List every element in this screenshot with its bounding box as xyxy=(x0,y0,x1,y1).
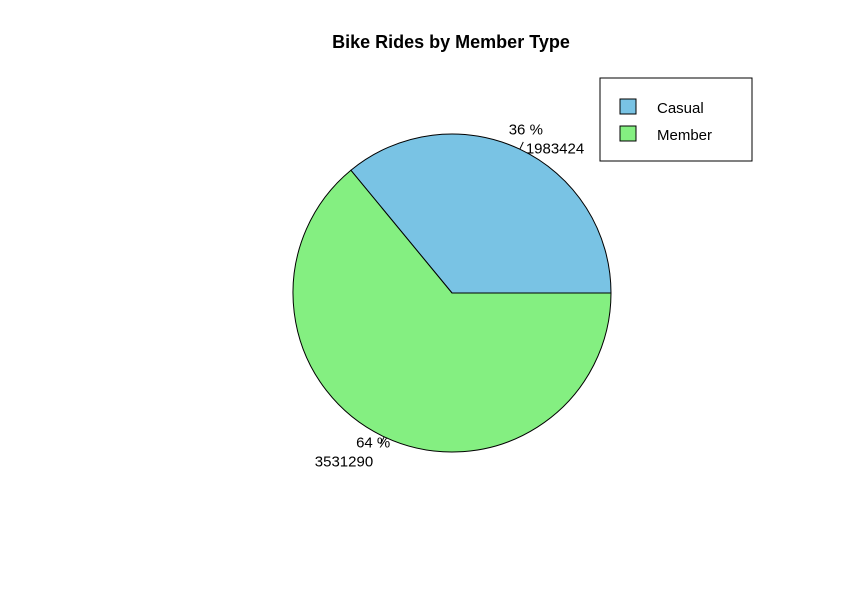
slice-value-member: 3531290 xyxy=(315,453,373,470)
label-tick-member xyxy=(380,436,385,445)
chart-title: Bike Rides by Member Type xyxy=(332,32,570,52)
slice-percent-member: 64 % xyxy=(356,434,390,451)
pie-slice-member xyxy=(292,169,612,453)
slice-label-casual: 36 % 1983424 xyxy=(509,122,585,158)
pie-slices xyxy=(292,133,612,453)
slice-value-casual: 1983424 xyxy=(526,141,584,158)
slice-label-member: 64 % 3531290 xyxy=(315,434,391,470)
slice-percent-casual: 36 % xyxy=(509,122,543,139)
legend-label-casual: Casual xyxy=(657,100,704,117)
pie-slice-casual xyxy=(350,133,612,294)
legend-swatch-casual xyxy=(619,98,637,115)
legend-label-member: Member xyxy=(657,127,712,144)
slice-labels: 36 % 1983424 64 % 3531290 xyxy=(315,122,584,471)
label-tick-casual xyxy=(519,141,524,150)
legend-box xyxy=(599,77,753,162)
legend-swatch-member xyxy=(619,125,637,142)
legend: Casual Member xyxy=(599,77,753,162)
